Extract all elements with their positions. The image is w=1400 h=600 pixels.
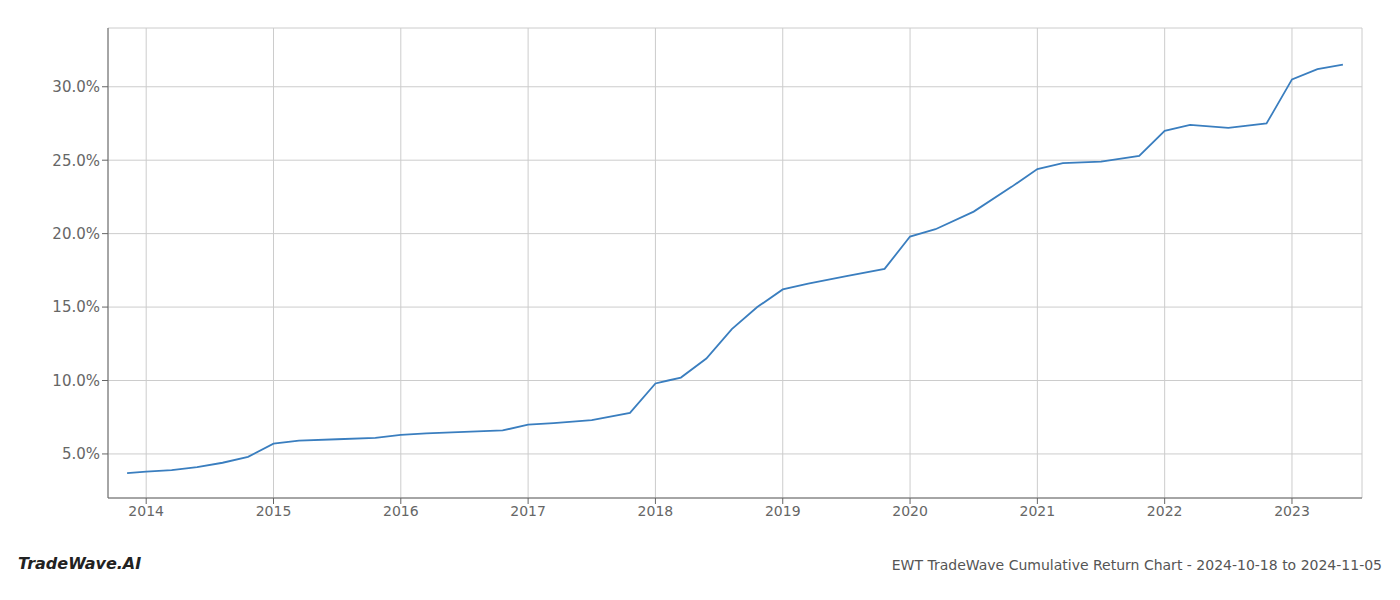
svg-text:10.0%: 10.0%: [52, 372, 100, 390]
svg-text:2019: 2019: [765, 503, 801, 519]
svg-text:2018: 2018: [638, 503, 674, 519]
svg-text:2014: 2014: [128, 503, 164, 519]
svg-text:2015: 2015: [256, 503, 292, 519]
svg-text:25.0%: 25.0%: [52, 152, 100, 170]
svg-text:15.0%: 15.0%: [52, 298, 100, 316]
svg-text:2020: 2020: [892, 503, 928, 519]
svg-text:2023: 2023: [1274, 503, 1310, 519]
html-text:EWT TradeWave Cumulative Retur: EWT TradeWave Cumulative Return Chart - …: [891, 557, 1382, 573]
svg-text:2022: 2022: [1147, 503, 1183, 519]
svg-text:2021: 2021: [1020, 503, 1056, 519]
html-text:TradeWave.AI: TradeWave.AI: [18, 554, 142, 573]
svg-text:30.0%: 30.0%: [52, 78, 100, 96]
svg-text:2017: 2017: [510, 503, 546, 519]
svg-text:2016: 2016: [383, 503, 419, 519]
svg-text:20.0%: 20.0%: [52, 225, 100, 243]
svg-text:5.0%: 5.0%: [62, 445, 100, 463]
